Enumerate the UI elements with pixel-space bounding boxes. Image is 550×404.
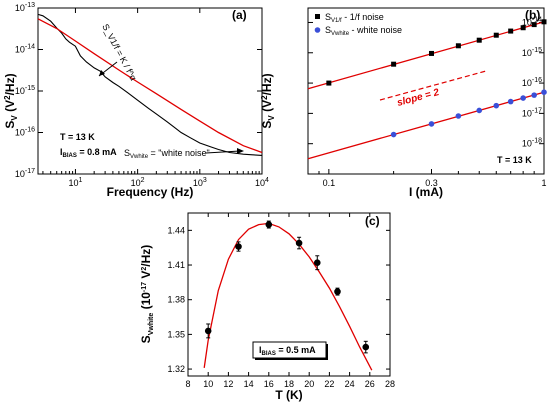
- panel-c-x-tick-label: 28: [385, 379, 395, 389]
- panel-b-point-white: [541, 89, 547, 95]
- panel-c-x-tick-label: 18: [284, 379, 294, 389]
- panel-b-x-tick-label: 0.1: [323, 178, 336, 188]
- panel-a-fit-line: [37, 18, 263, 154]
- panel-c-x-tick-label: 20: [304, 379, 314, 389]
- panel-a-white-arrowhead: [237, 148, 244, 154]
- panel-a-white-noise-label: SVwhite = "white noise": [124, 148, 210, 160]
- panel-c-y-tick-label: 1.44: [167, 225, 185, 235]
- panel-c-x-tick-label: 24: [345, 379, 355, 389]
- panel-b: 0.1 0.3 1 10-18 10-17 10-16 10-15 10-14 slope =…: [260, 7, 547, 199]
- panel-b-point-1f: [476, 37, 482, 43]
- panel-c-y-tick-label: 1.35: [167, 329, 185, 339]
- panel-b-point-1f: [520, 25, 526, 31]
- panel-a-x-axis-label: Frequency (Hz): [107, 185, 194, 199]
- panel-c-y-tick-label: 1.38: [167, 295, 185, 305]
- panel-b-x-tick-label: 1: [541, 178, 546, 188]
- panel-c-x-tick-label: 10: [203, 379, 213, 389]
- panel-b-point-1f: [326, 80, 332, 86]
- panel-b-point-white: [476, 107, 483, 114]
- panel-b-point-white: [520, 95, 526, 101]
- panel-a-x-tick-label: 102: [131, 177, 145, 188]
- panel-c-x-tick-label: 8: [185, 379, 190, 389]
- panel-b-x-axis-label: I (mA): [409, 185, 443, 199]
- panel-c-point: [362, 343, 370, 351]
- panel-a-fit-annotation: S_V1/f = K / f^α: [100, 22, 138, 82]
- panel-b-point-white: [507, 98, 514, 105]
- panel-c: 8 10 12 14 16 18 20 22 24 26 28 1.32 1.35 1.38 1.41 1.4…: [139, 212, 395, 402]
- panel-b-point-white: [428, 121, 435, 127]
- legend-marker-square: [315, 14, 320, 19]
- panel-c-y-tick-label: 1.41: [167, 260, 185, 270]
- panel-c-x-tick-label: 26: [365, 379, 375, 389]
- panel-a-measured-line: [37, 13, 263, 156]
- panel-b-y-axis-label: SV (V2/Hz): [260, 73, 276, 128]
- panel-a-y-tick-label: 10-16: [15, 127, 35, 138]
- panel-c-point: [313, 259, 321, 267]
- panel-a-x-tick-label: 104: [255, 177, 269, 188]
- panel-b-label: (b): [525, 8, 540, 22]
- panel-c-x-axis-label: T (K): [275, 388, 302, 402]
- panel-c-point: [265, 221, 273, 228]
- panel-b-fit-line-white: [307, 91, 545, 160]
- panel-c-x-tick-label: 12: [223, 379, 233, 389]
- panel-b-point-1f: [508, 28, 514, 34]
- panel-c-bias: IBIAS = 0.5 mA: [259, 345, 316, 357]
- panel-a-white-arrow: [205, 150, 241, 154]
- panel-b-y-tick-label: 10-17: [522, 107, 542, 118]
- panel-b-point-white: [455, 113, 462, 119]
- panel-b-y-tick-label: 10-15: [522, 47, 542, 58]
- panel-b-point-white: [493, 102, 500, 109]
- legend-label-white: SVwhite - white noise: [325, 25, 402, 37]
- panel-b-point-1f: [493, 32, 499, 38]
- panel-a-y-tick-label: 10-13: [15, 2, 35, 13]
- panel-a-y-tick-label: 10-17: [15, 168, 35, 179]
- panel-b-point-1f: [531, 22, 537, 28]
- panel-a-y-tick-label: 10-14: [15, 44, 35, 55]
- panel-b-temperature: T = 13 K: [497, 155, 532, 165]
- panel-c-bias-box-shadow-b: [255, 358, 328, 360]
- panel-c-x-tick-label: 16: [264, 379, 274, 389]
- panel-b-y-tick-label: 10-16: [522, 77, 542, 88]
- panel-a-fit-arrowhead: [99, 70, 105, 76]
- panel-c-point: [334, 288, 341, 295]
- panel-b-slope-label: slope = 2: [396, 87, 441, 109]
- panel-b-point-white: [390, 131, 397, 138]
- legend-marker-circle: [314, 27, 321, 33]
- panel-c-y-tick-label: 1.32: [167, 364, 185, 374]
- panel-c-x-tick-label: 22: [324, 379, 334, 389]
- panel-a-temperature: T = 13 K: [60, 132, 95, 142]
- panel-a-y-axis-label: SV (V2/Hz): [3, 73, 19, 128]
- panel-a-x-tick-label: 101: [68, 177, 82, 188]
- panel-b-point-white: [531, 92, 537, 98]
- panel-c-fit-curve: [203, 222, 373, 371]
- panel-b-slope-indicator: [379, 70, 487, 101]
- panel-b-y-tick-label: 10-18: [522, 138, 542, 149]
- legend-label-1f: SV1/f - 1/f noise: [325, 12, 384, 24]
- panel-c-x-tick-label: 14: [244, 379, 254, 389]
- panel-a-bias: IBIAS = 0.8 mA: [60, 147, 117, 159]
- panel-c-point: [235, 243, 242, 250]
- panel-a-y-tick-label: 10-15: [15, 85, 35, 96]
- panel-b-point-1f: [541, 19, 547, 25]
- panel-a: 101 102 103 104 10-17 10-16 10-15 10-14 10-13 (a…: [3, 2, 269, 199]
- panel-c-y-axis-label: SVwhite (10-17 V2/Hz): [139, 245, 155, 344]
- panel-b-point-1f: [391, 61, 397, 67]
- panel-c-point: [295, 239, 303, 247]
- panel-b-point-1f: [429, 50, 435, 56]
- panel-c-label: (c): [365, 214, 380, 228]
- panel-b-x-tick-label: 0.3: [425, 178, 438, 188]
- panel-c-bias-box-shadow-r: [326, 344, 328, 360]
- panel-b-y-tick-label: 10-14: [522, 16, 542, 27]
- panel-a-x-tick-label: 103: [193, 177, 207, 188]
- panel-b-fit-line-1f: [307, 21, 545, 90]
- panel-a-label: (a): [232, 8, 247, 22]
- panel-b-point-1f: [455, 43, 461, 49]
- panel-c-point: [204, 327, 212, 335]
